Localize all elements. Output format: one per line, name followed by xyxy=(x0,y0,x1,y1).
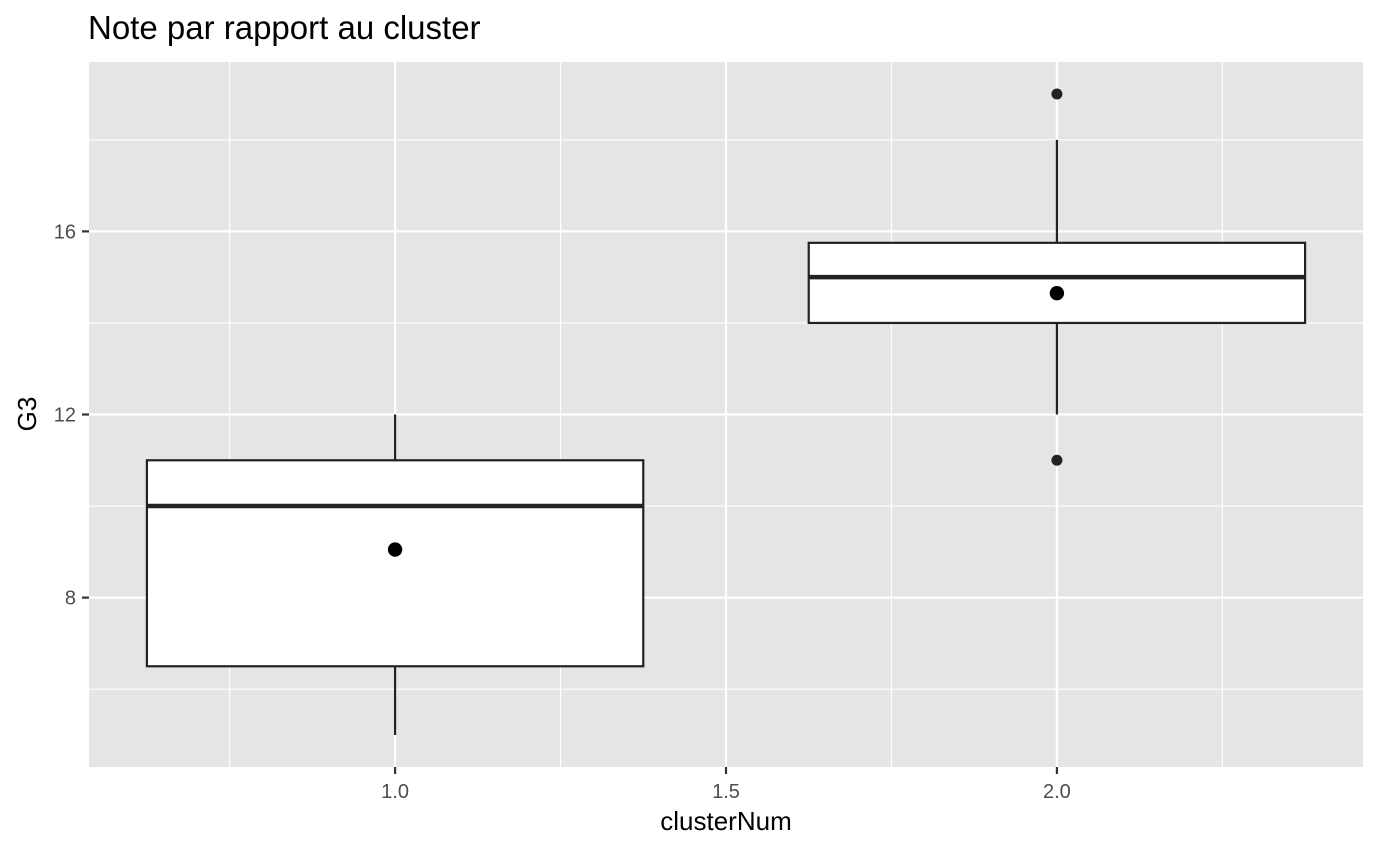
y-axis-title: G3 xyxy=(12,397,42,432)
x-axis: 1.0 1.5 2.0 xyxy=(381,767,1071,803)
x-tick-label: 2.0 xyxy=(1043,781,1071,803)
y-tick-label: 16 xyxy=(54,221,76,243)
mean-point xyxy=(387,542,403,557)
outlier-point xyxy=(1051,88,1063,100)
box-iqr xyxy=(145,459,645,668)
mean-point xyxy=(1049,285,1065,301)
x-tick-label: 1.0 xyxy=(381,781,409,803)
y-axis: 8 12 16 xyxy=(54,221,89,610)
box-iqr xyxy=(807,241,1307,325)
boxes xyxy=(145,88,1307,735)
y-tick-label: 12 xyxy=(54,405,76,427)
y-tick-label: 8 xyxy=(65,588,76,610)
x-tick-label: 1.5 xyxy=(712,781,740,803)
chart-title: Note par rapport au cluster xyxy=(88,9,481,46)
x-axis-title: clusterNum xyxy=(660,806,791,836)
outlier-point xyxy=(1051,454,1063,466)
